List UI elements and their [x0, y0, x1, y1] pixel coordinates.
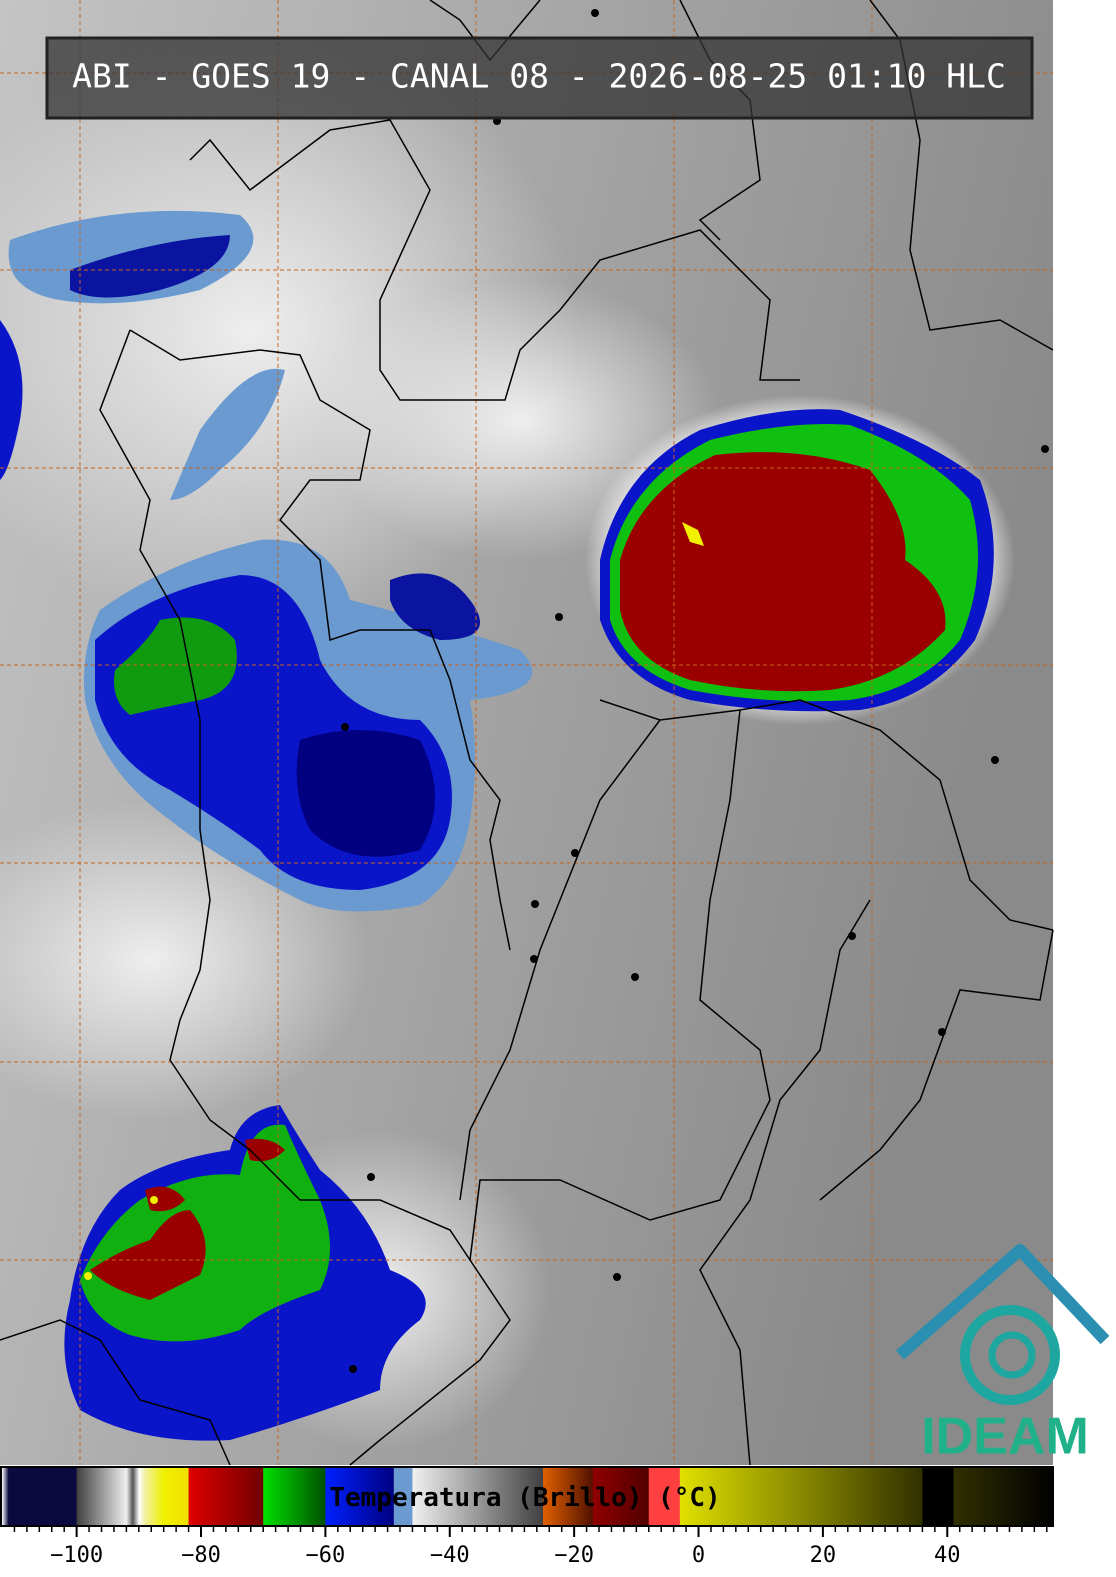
colorbar-segment: [592, 1468, 650, 1525]
city: [571, 849, 579, 857]
tick-label: 40: [934, 1543, 961, 1568]
city: [1041, 445, 1049, 453]
city: [938, 1028, 946, 1036]
tick-label: −40: [430, 1543, 470, 1568]
colorbar-segment: [188, 1468, 264, 1525]
tick-label: −80: [181, 1543, 221, 1568]
colorbar-segment: [8, 1468, 78, 1525]
colorbar-segment: [325, 1468, 395, 1525]
logo-swirl: [960, 1305, 1060, 1405]
city: [613, 1273, 621, 1281]
graticule: [0, 0, 1053, 1465]
city: [341, 723, 349, 731]
border-line: [819, 929, 1054, 1201]
colorbar: Temperatura (Brillo) (°C) −100 −80 −60 −40 −2…: [0, 1466, 1054, 1568]
border-line: [189, 119, 800, 401]
cloud-cold: [70, 235, 230, 298]
map: ABI - GOES 19 - CANAL 08 - 2026-08-25 01…: [0, 0, 1110, 1466]
border-line: [349, 709, 771, 1466]
storm-peak: [682, 522, 704, 546]
city: [591, 9, 599, 17]
border-line: [209, 1119, 471, 1261]
city: [991, 756, 999, 764]
colorbar-segment: [2, 1468, 9, 1525]
city: [349, 1365, 357, 1373]
colorbar-segment: [132, 1468, 140, 1525]
border-line: [599, 699, 1054, 931]
border-line: [699, 899, 871, 1466]
tick-label: −60: [306, 1543, 346, 1568]
colorbar-segment: [648, 1468, 681, 1525]
storm-core: [90, 1210, 206, 1300]
city: [631, 973, 639, 981]
city: [848, 932, 856, 940]
colorbar-segment: [263, 1468, 326, 1525]
cloud-cold: [390, 573, 480, 640]
city: [530, 955, 538, 963]
logo-text: IDEAM: [921, 1408, 1089, 1466]
cloud-cold: [170, 368, 285, 500]
colorbar-label: Temperatura (Brillo) (°C): [329, 1483, 720, 1513]
storm-core: [145, 1186, 185, 1212]
storm-peak: [84, 1272, 92, 1280]
storm-peak: [150, 1196, 158, 1204]
tick-label: −20: [554, 1543, 594, 1568]
city: [531, 900, 539, 908]
colorbar-segment: [953, 1468, 1054, 1525]
border-line: [0, 1319, 231, 1466]
storm-core: [620, 452, 946, 692]
colorbar-segment: [145, 1468, 165, 1525]
colorbar-segment: [393, 1468, 413, 1525]
border-line: [129, 329, 511, 951]
colorbar-segment: [412, 1468, 544, 1525]
logo: IDEAM: [896, 1244, 1110, 1466]
colorbar-segment: [543, 1468, 594, 1525]
tick-label: −100: [50, 1543, 103, 1568]
city: [367, 1173, 375, 1181]
border-line: [459, 719, 661, 1201]
colorbar-segment: [76, 1468, 127, 1525]
cloud-cold: [0, 320, 23, 480]
tick-label: 20: [810, 1543, 837, 1568]
cities: [341, 9, 1049, 1373]
logo-swirl: [988, 1331, 1036, 1379]
cloud-top: [114, 617, 237, 715]
colorbar-segment: [163, 1468, 190, 1525]
logo-roof: [896, 1244, 1110, 1360]
colorbar-segment: [126, 1468, 134, 1525]
colorbar-segment: [679, 1468, 923, 1525]
border-line: [99, 329, 211, 1121]
colorbar-segment: [922, 1468, 954, 1525]
tick-label: 0: [692, 1543, 705, 1568]
cloud-cold: [296, 730, 435, 857]
title: ABI - GOES 19 - CANAL 08 - 2026-08-25 01…: [72, 57, 1006, 96]
colorbar-segment: [138, 1468, 146, 1525]
city: [555, 613, 563, 621]
title-box: [45, 36, 1034, 120]
